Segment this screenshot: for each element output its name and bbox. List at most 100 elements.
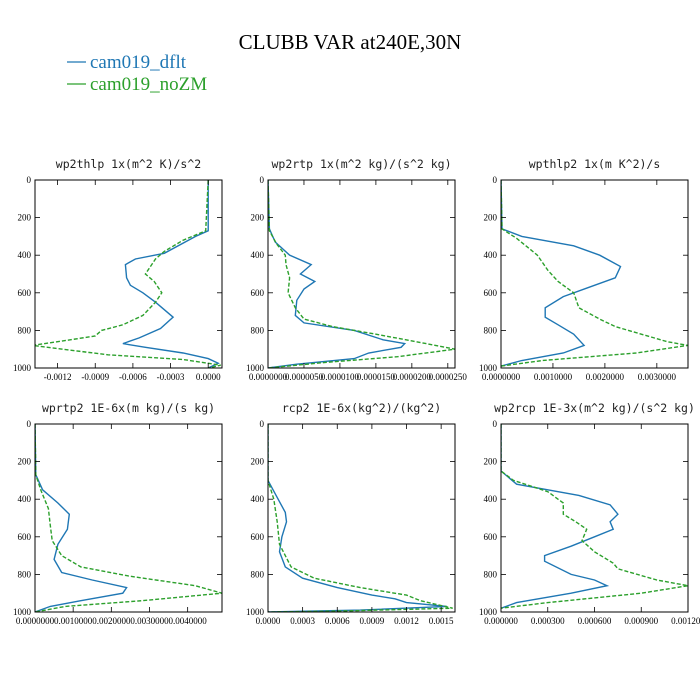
y-tick-label: 800 — [18, 569, 32, 579]
x-tick-label: 0.0000100 — [321, 372, 360, 382]
plot-frame — [34, 423, 223, 613]
panel-title-wp2rtp: wp2rtp 1x(m^2 kg)/(s^2 kg) — [271, 157, 451, 171]
x-tick-label: 0.0000 — [196, 372, 221, 382]
series-line-dflt — [268, 180, 407, 368]
panel-wprtp2: wprtp2 1E-6x(m kg)/(s kg) 0 200 400 600 800 10… — [13, 401, 223, 626]
x-tick-label: 0.0000150 — [357, 372, 396, 382]
y-tick-label: 200 — [18, 213, 32, 223]
series-line-dflt — [501, 180, 622, 367]
y-tick-label: 400 — [251, 494, 265, 504]
series-line-nozm — [501, 424, 688, 609]
y-tick-label: 0 — [27, 419, 32, 429]
y-tick-label: 200 — [18, 457, 32, 467]
x-tick-label: 0.0000000 — [249, 372, 288, 382]
x-tick-label: 0.0000000 — [16, 616, 55, 626]
x-tick-label: 0.0012 — [394, 616, 419, 626]
y-tick-label: 400 — [484, 250, 498, 260]
y-tick-label: 0 — [27, 175, 32, 185]
panel-wp2rcp: wp2rcp 1E-3x(m^2 kg)/(s^2 kg) 0 200 400 600 8… — [479, 401, 700, 626]
panel-title-wp2thlp: wp2thlp 1x(m^2 K)/s^2 — [56, 157, 201, 171]
y-tick-label: 800 — [251, 325, 265, 335]
y-tick-label: 1000 — [246, 607, 265, 617]
panel-title-wpthlp2: wpthlp2 1x(m K^2)/s — [529, 157, 661, 171]
plot-frame — [267, 423, 456, 613]
series-line-nozm — [35, 180, 221, 368]
x-tick-label: 0.0020000 — [586, 372, 625, 382]
x-tick-label: 0.0030000 — [130, 616, 169, 626]
plot-frame — [267, 179, 456, 369]
x-tick-label: 0.000300 — [531, 616, 565, 626]
plot-frame — [500, 179, 689, 369]
series-line-dflt — [35, 424, 128, 612]
series-line-nozm — [268, 180, 455, 368]
y-tick-label: 1000 — [13, 607, 32, 617]
legend-label-dflt: cam019_dflt — [90, 52, 187, 73]
x-tick-label: 0.0000250 — [429, 372, 468, 382]
y-tick-label: 1000 — [479, 607, 498, 617]
panel-wp2thlp: wp2thlp 1x(m^2 K)/s^2 0 200 400 600 800 1000 -0… — [13, 157, 223, 382]
y-tick-label: 600 — [251, 288, 265, 298]
x-tick-label: 0.0006 — [325, 616, 350, 626]
y-tick-label: 200 — [484, 457, 498, 467]
y-tick-label: 600 — [251, 532, 265, 542]
y-tick-label: 200 — [251, 457, 265, 467]
x-tick-label: 0.001200 — [671, 616, 700, 626]
x-tick-label: 0.0010000 — [534, 372, 573, 382]
panel-title-rcp2: rcp2 1E-6x(kg^2)/(kg^2) — [282, 401, 441, 415]
panel-title-wp2rcp: wp2rcp 1E-3x(m^2 kg)/(s^2 kg) — [494, 401, 695, 415]
x-tick-label: 0.0015 — [429, 616, 454, 626]
panel-rcp2: rcp2 1E-6x(kg^2)/(kg^2) 0 200 400 600 800 1000… — [246, 401, 456, 626]
panel-title-wprtp2: wprtp2 1E-6x(m kg)/(s kg) — [42, 401, 215, 415]
x-tick-label: -0.0006 — [119, 372, 147, 382]
x-tick-label: 0.0000200 — [393, 372, 432, 382]
y-tick-label: 800 — [251, 569, 265, 579]
y-tick-label: 400 — [251, 250, 265, 260]
y-tick-label: 600 — [484, 288, 498, 298]
x-tick-label: 0.0040000 — [169, 616, 208, 626]
y-tick-label: 600 — [18, 532, 32, 542]
x-tick-label: -0.0009 — [81, 372, 109, 382]
y-tick-label: 1000 — [13, 363, 32, 373]
x-tick-label: 0.0009 — [360, 616, 385, 626]
x-tick-label: 0.0003 — [290, 616, 315, 626]
x-tick-label: -0.0012 — [44, 372, 72, 382]
x-tick-label: 0.0000 — [256, 616, 281, 626]
series-line-nozm — [268, 424, 453, 612]
x-tick-label: 0.0020000 — [92, 616, 131, 626]
series-line-dflt — [501, 424, 619, 609]
x-tick-label: 0.000600 — [578, 616, 612, 626]
y-tick-label: 1000 — [479, 363, 498, 373]
y-tick-label: 1000 — [246, 363, 265, 373]
y-tick-label: 400 — [484, 494, 498, 504]
y-tick-label: 0 — [260, 419, 265, 429]
series-line-nozm — [501, 180, 688, 367]
x-tick-label: 0.000900 — [624, 616, 658, 626]
y-tick-label: 600 — [18, 288, 32, 298]
y-tick-label: 0 — [493, 175, 498, 185]
x-tick-label: 0.0010000 — [54, 616, 93, 626]
x-tick-label: 0.0030000 — [638, 372, 677, 382]
series-line-nozm — [35, 424, 222, 612]
x-tick-label: -0.0003 — [157, 372, 185, 382]
x-tick-label: 0.0000000 — [482, 372, 521, 382]
series-line-dflt — [268, 424, 447, 612]
y-tick-label: 0 — [260, 175, 265, 185]
y-tick-label: 200 — [484, 213, 498, 223]
legend-label-nozm: cam019_noZM — [90, 74, 207, 95]
x-tick-label: 0.0000050 — [285, 372, 324, 382]
y-tick-label: 600 — [484, 532, 498, 542]
legend: cam019_dflt cam019_noZM — [67, 52, 207, 95]
y-tick-label: 400 — [18, 494, 32, 504]
figure-title: CLUBB VAR at240E,30N — [239, 30, 462, 54]
y-tick-label: 800 — [484, 569, 498, 579]
panel-wp2rtp: wp2rtp 1x(m^2 kg)/(s^2 kg) 0 200 400 600 800 1… — [246, 157, 467, 382]
y-tick-label: 800 — [484, 325, 498, 335]
panel-wpthlp2: wpthlp2 1x(m K^2)/s020040060080010000.00… — [479, 157, 689, 382]
y-tick-label: 0 — [493, 419, 498, 429]
y-tick-label: 200 — [251, 213, 265, 223]
y-tick-label: 800 — [18, 325, 32, 335]
y-tick-label: 400 — [18, 250, 32, 260]
panels: wp2thlp 1x(m^2 K)/s^2 0 200 400 600 800 1000 -0… — [13, 157, 700, 626]
plot-frame — [500, 423, 689, 613]
